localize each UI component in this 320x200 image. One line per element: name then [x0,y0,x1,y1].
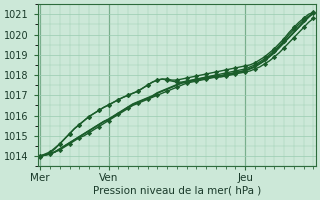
X-axis label: Pression niveau de la mer( hPa ): Pression niveau de la mer( hPa ) [93,186,261,196]
